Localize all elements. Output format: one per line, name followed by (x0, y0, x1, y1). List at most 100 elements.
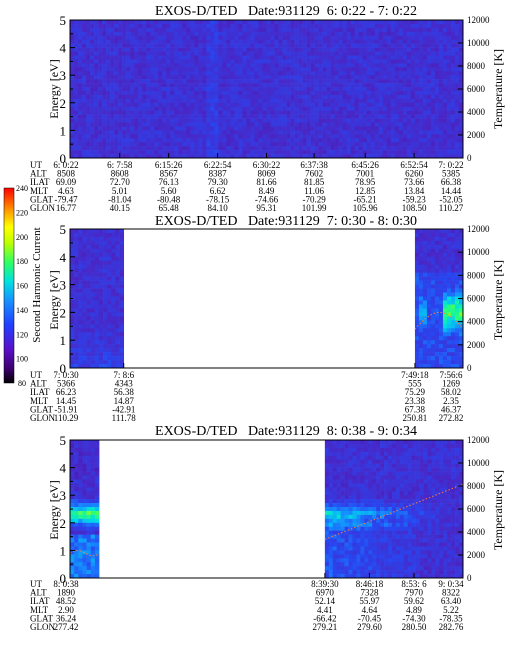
orbit-value-glon: 279.21 (312, 622, 337, 632)
orbit-value-mlt: 11.06 (304, 186, 324, 196)
orbit-value-glon: 105.96 (353, 203, 378, 213)
temperature-tick-label: 12000 (467, 224, 490, 234)
orbit-value-ilat: 81.66 (256, 177, 277, 187)
energy-tick-label: 2 (60, 96, 67, 111)
orbit-value-glat: -70.45 (358, 613, 382, 623)
orbit-value-glon: 101.99 (302, 203, 327, 213)
panel-2-axes: 0 1 2 3 4 5 0 2000 4000 6000 8000 10000 12000 (60, 222, 491, 376)
orbit-value-ut: 7:56:6 (439, 370, 463, 380)
energy-tick-label: 2 (60, 516, 67, 531)
orbit-row-label: UT (30, 160, 42, 170)
orbit-value-glon: 277.42 (54, 622, 79, 632)
spectrogram-segment (414, 229, 464, 369)
orbit-value-glat: -81.04 (108, 194, 132, 204)
orbit-value-ilat: 66.23 (56, 387, 77, 397)
orbit-value-glon: 65.48 (159, 203, 180, 213)
orbit-value-glat: -74.30 (402, 613, 426, 623)
temperature-tick-label: 10000 (467, 458, 490, 468)
spectrogram-segment (69, 440, 100, 579)
orbit-value-ilat: 76.13 (159, 177, 180, 187)
orbit-value-glat: 36.24 (56, 613, 77, 623)
orbit-value-ilat: 79.30 (207, 177, 228, 187)
orbit-value-mlt: 5.01 (112, 186, 128, 196)
orbit-value-mlt: 6.62 (210, 186, 226, 196)
orbit-value-mlt: 2.35 (443, 396, 459, 406)
orbit-value-glon: 279.60 (357, 622, 382, 632)
orbit-value-mlt: 5.60 (161, 186, 177, 196)
orbit-value-ilat: 52.14 (315, 596, 336, 606)
panel-2-y2label: Temperature [K] (491, 260, 505, 340)
colorbar-tick-label: 180 (16, 257, 28, 266)
temperature-tick-label: 2000 (467, 550, 486, 560)
energy-tick-label: 0 (60, 151, 67, 166)
panel-2-plot-area (70, 229, 464, 369)
temperature-tick-label: 4000 (467, 527, 486, 537)
orbit-value-glon: 250.81 (403, 413, 428, 423)
temperature-tick-label: 8000 (467, 270, 486, 280)
orbit-value-ilat: 59.62 (404, 596, 424, 606)
energy-tick-label: 3 (60, 488, 67, 503)
orbit-value-ilat: 69.09 (56, 177, 77, 187)
temperature-tick-label: 6000 (467, 84, 486, 94)
temperature-tick-label: 0 (467, 363, 472, 373)
panel-1-ylabel: Energy [eV] (47, 59, 61, 118)
panel-1-axes: 0 1 2 3 4 5 0 2000 4000 6000 8000 10000 12000 (60, 13, 491, 166)
colorbar-tick-label: 220 (16, 208, 28, 217)
orbit-value-mlt: 14.87 (114, 396, 135, 406)
colorbar-label: Second Harmonic Current (31, 227, 43, 342)
orbit-row-label: MLT (30, 396, 49, 406)
orbit-value-mlt: 4.63 (58, 186, 74, 196)
colorbar-tick-label: 240 (16, 184, 28, 193)
orbit-value-alt: 8069 (258, 169, 277, 179)
panel-3-ylabel: Energy [eV] (47, 480, 61, 539)
orbit-value-glon: 110.29 (54, 413, 79, 423)
temperature-tick-label: 8000 (467, 61, 486, 71)
orbit-value-alt: 8387 (209, 169, 228, 179)
orbit-row-label: UT (30, 579, 42, 589)
orbit-value-ilat: 63.40 (441, 596, 462, 606)
orbit-value-ilat: 73.66 (404, 177, 425, 187)
colorbar: 80 100 120 140 160 180 200 220 240 Second Harmon… (3, 184, 43, 388)
orbit-value-glat: -78.15 (206, 194, 230, 204)
orbit-value-alt: 7970 (405, 588, 424, 598)
colorbar-gradient (3, 187, 15, 384)
temperature-tick-label: 12000 (467, 435, 490, 445)
temperature-tick-label: 0 (467, 153, 472, 163)
energy-tick-label: 0 (60, 571, 67, 586)
orbit-value-alt: 8567 (160, 169, 179, 179)
panel-1-plot-area (70, 20, 464, 159)
orbit-value-glat: -52.05 (439, 194, 463, 204)
orbit-value-ilat: 66.38 (441, 177, 462, 187)
orbit-value-ilat: 81.85 (304, 177, 325, 187)
orbit-value-glat: -51.91 (54, 404, 77, 414)
orbit-value-ut: 8:46:18 (356, 579, 384, 589)
orbit-value-ilat: 72.70 (110, 177, 131, 187)
orbit-value-ut: 7: 0:30 (53, 370, 79, 380)
energy-tick-label: 4 (60, 250, 67, 265)
spectrogram-segment (324, 440, 464, 579)
orbit-value-glat: -74.66 (255, 194, 279, 204)
panel-1: EXOS-D/TED Date:931129 6: 0:22 - 7: 0:22… (30, 4, 505, 213)
temperature-tick-label: 4000 (467, 317, 486, 327)
orbit-row-label: GLAT (30, 613, 53, 623)
orbit-row-label: ILAT (30, 177, 50, 187)
energy-tick-label: 5 (60, 433, 67, 448)
orbit-row-label: ILAT (30, 596, 50, 606)
orbit-value-alt: 8508 (57, 169, 76, 179)
orbit-row-label: MLT (30, 186, 49, 196)
temperature-tick-label: 10000 (467, 38, 490, 48)
orbit-row-label: UT (30, 370, 42, 380)
energy-tick-label: 5 (60, 13, 67, 28)
orbit-value-glon: 282.76 (439, 622, 464, 632)
orbit-value-mlt: 23.38 (405, 396, 426, 406)
colorbar-tick-label: 80 (18, 379, 26, 388)
temperature-tick-label: 2000 (467, 130, 486, 140)
orbit-value-mlt: 14.44 (441, 186, 462, 196)
orbit-value-alt: 8608 (111, 169, 130, 179)
energy-tick-label: 4 (60, 461, 67, 476)
orbit-value-glat: 46.37 (441, 404, 462, 414)
panel-2-ylabel: Energy [eV] (47, 270, 61, 329)
colorbar-tick-label: 100 (16, 355, 28, 364)
orbit-value-glat: -66.42 (313, 613, 336, 623)
